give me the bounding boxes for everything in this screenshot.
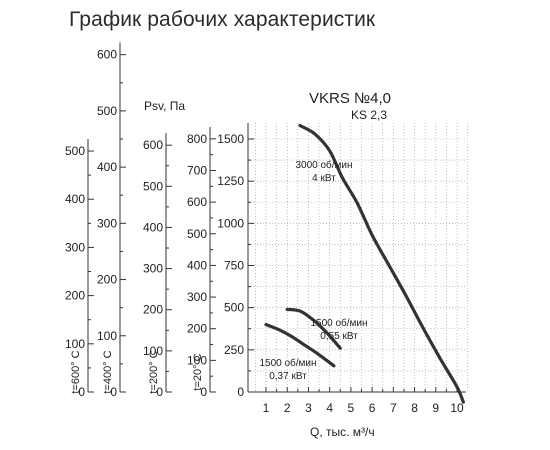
aux-axis-tick-label: 100 <box>65 337 85 351</box>
chart-subtitle: KS 2,3 <box>351 108 387 122</box>
aux-axis-tick-label: 500 <box>143 179 163 193</box>
main-y-tick-label: 750 <box>224 259 244 273</box>
aux-axis-tick-label: 300 <box>97 216 117 230</box>
series-curve-0 <box>298 123 465 404</box>
x-axis-label: Q, тыс. м³/ч <box>310 425 375 439</box>
aux-axis-tick-label: 500 <box>97 104 117 118</box>
series-label-speed: 3000 об/мин <box>295 159 352 171</box>
x-tick-label: 9 <box>432 401 439 415</box>
aux-axis-tick-label: 800 <box>187 132 207 146</box>
main-y-tick-label: 0 <box>237 385 244 399</box>
x-tick-label: 7 <box>390 401 397 415</box>
aux-axis-tick-label: 100 <box>187 353 207 367</box>
page-title: График рабочих характеристик <box>69 8 376 31</box>
main-y-tick-label: 1250 <box>217 174 244 188</box>
aux-axis-tick-label: 400 <box>143 220 163 234</box>
chart-frame <box>247 123 466 393</box>
main-y-tick-label: 500 <box>224 301 244 315</box>
aux-axis-tick-label: 400 <box>187 258 207 272</box>
series-label-power: 0,37 кВт <box>269 371 307 382</box>
aux-axis-tick-label: 200 <box>65 289 85 303</box>
aux-axis-tick-label: 500 <box>187 227 207 241</box>
x-tick-label: 4 <box>326 401 333 415</box>
x-tick-label: 5 <box>348 401 355 415</box>
x-tick-label: 6 <box>369 401 376 415</box>
aux-axis-tick-label: 200 <box>187 322 207 336</box>
series-curve-2 <box>264 322 336 368</box>
x-tick-label: 10 <box>450 401 464 415</box>
aux-axis-tick-label: 600 <box>143 138 163 152</box>
x-tick-label: 2 <box>284 401 291 415</box>
aux-axis-tick-label: 600 <box>97 48 117 62</box>
aux-axis-tick-label: 700 <box>187 163 207 177</box>
main-y-tick-label: 250 <box>224 343 244 357</box>
aux-axis-tick-label: 0 <box>156 385 163 399</box>
series-curve-1 <box>285 307 342 350</box>
aux-axis-label: t=600° C <box>70 350 82 393</box>
aux-axis-tick-label: 100 <box>143 344 163 358</box>
aux-axis-tick-label: 300 <box>187 290 207 304</box>
series-label-power: 0,55 кВт <box>320 331 358 342</box>
x-tick-label: 8 <box>411 401 418 415</box>
aux-axis-tick-label: 200 <box>143 303 163 317</box>
chart-labels: Psv, Па Q, тыс. м³/ч VKRS №4,0KS 2,3 3000 о… <box>144 90 391 439</box>
aux-axis-tick-label: 300 <box>65 240 85 254</box>
aux-axis-tick-label: 100 <box>97 329 117 343</box>
aux-axis-tick-label: 0 <box>200 385 207 399</box>
aux-axis-tick-label: 200 <box>97 273 117 287</box>
main-y-tick-label: 1500 <box>217 132 244 146</box>
series-label-power: 4 кВт <box>312 173 336 184</box>
chart-series <box>264 123 465 404</box>
x-tick-label: 1 <box>263 401 270 415</box>
series-label-speed: 1500 об/мин <box>259 357 316 369</box>
y-axis-label: Psv, Па <box>144 99 185 113</box>
aux-axis-tick-label: 600 <box>187 195 207 209</box>
aux-axis-label: t=200° C <box>148 350 160 393</box>
aux-axis-tick-label: 0 <box>78 385 85 399</box>
aux-axis-tick-label: 300 <box>143 262 163 276</box>
aux-axis-label: t=400° C <box>102 350 114 393</box>
aux-axis-tick-label: 500 <box>65 144 85 158</box>
series-label-speed: 1500 об/мин <box>310 317 367 329</box>
main-y-tick-label: 1000 <box>217 216 244 230</box>
aux-axis-tick-label: 400 <box>65 192 85 206</box>
aux-axis-tick-label: 400 <box>97 160 117 174</box>
aux-axis-label: t=20° C <box>192 353 204 390</box>
x-tick-label: 3 <box>305 401 312 415</box>
aux-axis-tick-label: 0 <box>110 385 117 399</box>
chart-title: VKRS №4,0 <box>309 90 391 107</box>
